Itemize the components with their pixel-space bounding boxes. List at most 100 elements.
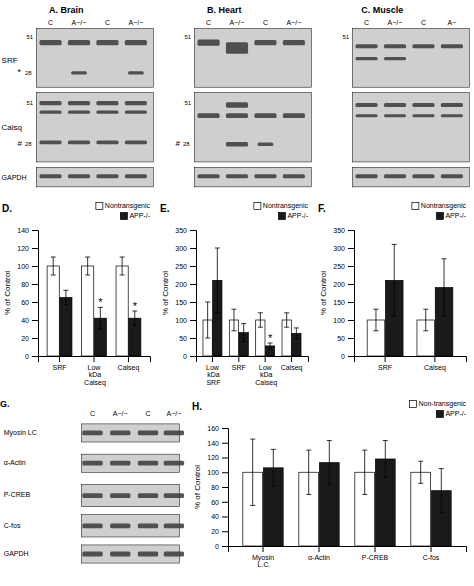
blot-band (138, 431, 158, 436)
tick-label-line: SRF (53, 364, 67, 371)
y-tick: 100 (175, 317, 196, 324)
tick-label: 0 (25, 353, 29, 360)
blot-band (441, 174, 463, 178)
tick-mark (222, 502, 228, 503)
lane-label: A−/− (388, 19, 403, 26)
error-cap (241, 341, 246, 342)
y-tick: 300 (333, 245, 354, 252)
blot-band (356, 114, 378, 117)
legend-swatch (278, 213, 285, 220)
lane-label: A−/− (113, 410, 128, 417)
x-tick: SRF (53, 356, 67, 371)
blot-band (96, 174, 118, 178)
blot-band (412, 103, 434, 107)
tick-label: 300 (333, 245, 345, 252)
lane-label: C (421, 19, 426, 26)
blot-band (138, 461, 158, 466)
legend: Non-transgenic APP-/- (410, 400, 467, 418)
y-axis: 050100150200250300350 (333, 227, 354, 360)
error-bar (252, 439, 253, 505)
legend-label: Nontransgenic (263, 202, 309, 210)
tick-mark (94, 356, 95, 362)
lane-label: C (206, 19, 211, 26)
tick-label: 20 (21, 335, 29, 342)
marks (47, 257, 141, 356)
tick-label: 150 (333, 299, 345, 306)
error-cap (442, 316, 447, 317)
blot-band (384, 174, 406, 178)
blot-band (82, 461, 102, 466)
y-tick: 0 (215, 543, 228, 550)
blot-membrane (36, 28, 153, 87)
legend-swatch (436, 213, 443, 220)
blot-band (125, 40, 147, 45)
tick-mark (32, 284, 38, 285)
panel-title: D. (2, 203, 12, 214)
blot-annotation: C-fos (4, 522, 21, 529)
blot-band (68, 111, 90, 114)
blot-annotation: 51 (26, 34, 33, 40)
error-bar (207, 302, 208, 338)
error-cap (423, 330, 428, 331)
tick-mark (222, 458, 228, 459)
x-tick: α-Actin (308, 546, 330, 561)
blot-band (82, 552, 102, 557)
blot-band (164, 461, 184, 466)
y-tick: 250 (333, 263, 354, 270)
error-cap (383, 440, 388, 441)
y-tick: 80 (21, 281, 38, 288)
tick-mark (32, 338, 38, 339)
blot-band (356, 174, 378, 178)
legend-label: APP-/- (445, 410, 466, 417)
error-bar (217, 248, 218, 313)
error-bar (420, 461, 421, 483)
lane-label: A−/− (72, 19, 87, 26)
tick-mark (348, 338, 354, 339)
error-bar (260, 313, 261, 327)
error-cap (373, 309, 378, 310)
x-tick: Calseq (118, 356, 140, 372)
tick-mark (348, 266, 354, 267)
y-tick: 40 (211, 513, 228, 520)
x-tick: Low kDa SRF (204, 356, 220, 386)
error-bar (394, 244, 395, 316)
tick-mark (385, 356, 386, 362)
tick-label: 100 (207, 469, 219, 476)
tick-mark (222, 517, 228, 518)
y-axis-title: % of Control (3, 271, 12, 315)
error-cap (250, 439, 255, 440)
legend: NontransgenicAPP-/- (412, 202, 467, 220)
blot-band (68, 40, 90, 45)
blot-annotation: 51 (184, 34, 191, 40)
legend-swatch (120, 213, 127, 220)
lane-label: C (90, 410, 95, 417)
tick-mark (190, 284, 196, 285)
blot-annotation: GAPDH (2, 174, 27, 181)
y-tick: 60 (211, 498, 228, 505)
lane-label: C (105, 19, 110, 26)
legend-label: Non-transgenic (419, 400, 467, 408)
error-bar (308, 450, 309, 494)
legend-label: APP-/- (287, 212, 308, 219)
significance-mark: * (268, 332, 273, 344)
blot-band (68, 174, 90, 178)
tick-label-line: kDa (87, 371, 102, 378)
error-cap (439, 512, 444, 513)
tick-label-line: L.C. (256, 561, 271, 568)
tick-mark (32, 302, 38, 303)
error-cap (327, 440, 332, 441)
tick-label: Calseq (424, 364, 446, 372)
tick-label: 80 (211, 484, 219, 491)
tick-label-line: kDa (205, 371, 220, 378)
tick-label: 250 (175, 263, 187, 270)
y-tick: 100 (333, 317, 354, 324)
tick-label-line: Calseq (82, 379, 106, 387)
blot-annotation: # (175, 139, 180, 148)
tick-mark (265, 356, 266, 362)
blot-annotation: 51 (184, 100, 191, 106)
legend-swatch (412, 203, 419, 210)
blot-band (198, 113, 220, 118)
error-bar (286, 313, 287, 327)
error-cap (271, 486, 276, 487)
legend-swatch (410, 401, 417, 408)
